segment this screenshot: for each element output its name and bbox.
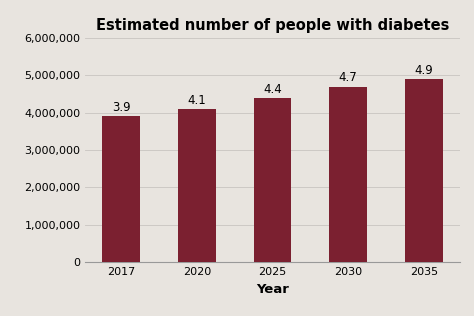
Bar [102,117,140,262]
X-axis label: Year: Year [256,283,289,296]
Text: 4.4: 4.4 [263,83,282,96]
Text: 4.7: 4.7 [339,71,357,84]
Text: 3.9: 3.9 [112,101,130,114]
Title: Estimated number of people with diabetes: Estimated number of people with diabetes [96,18,449,33]
Text: 4.9: 4.9 [414,64,433,77]
Bar [254,98,292,262]
Bar [178,109,216,262]
Bar [329,87,367,262]
Bar [405,79,443,262]
Text: 4.1: 4.1 [188,94,206,107]
